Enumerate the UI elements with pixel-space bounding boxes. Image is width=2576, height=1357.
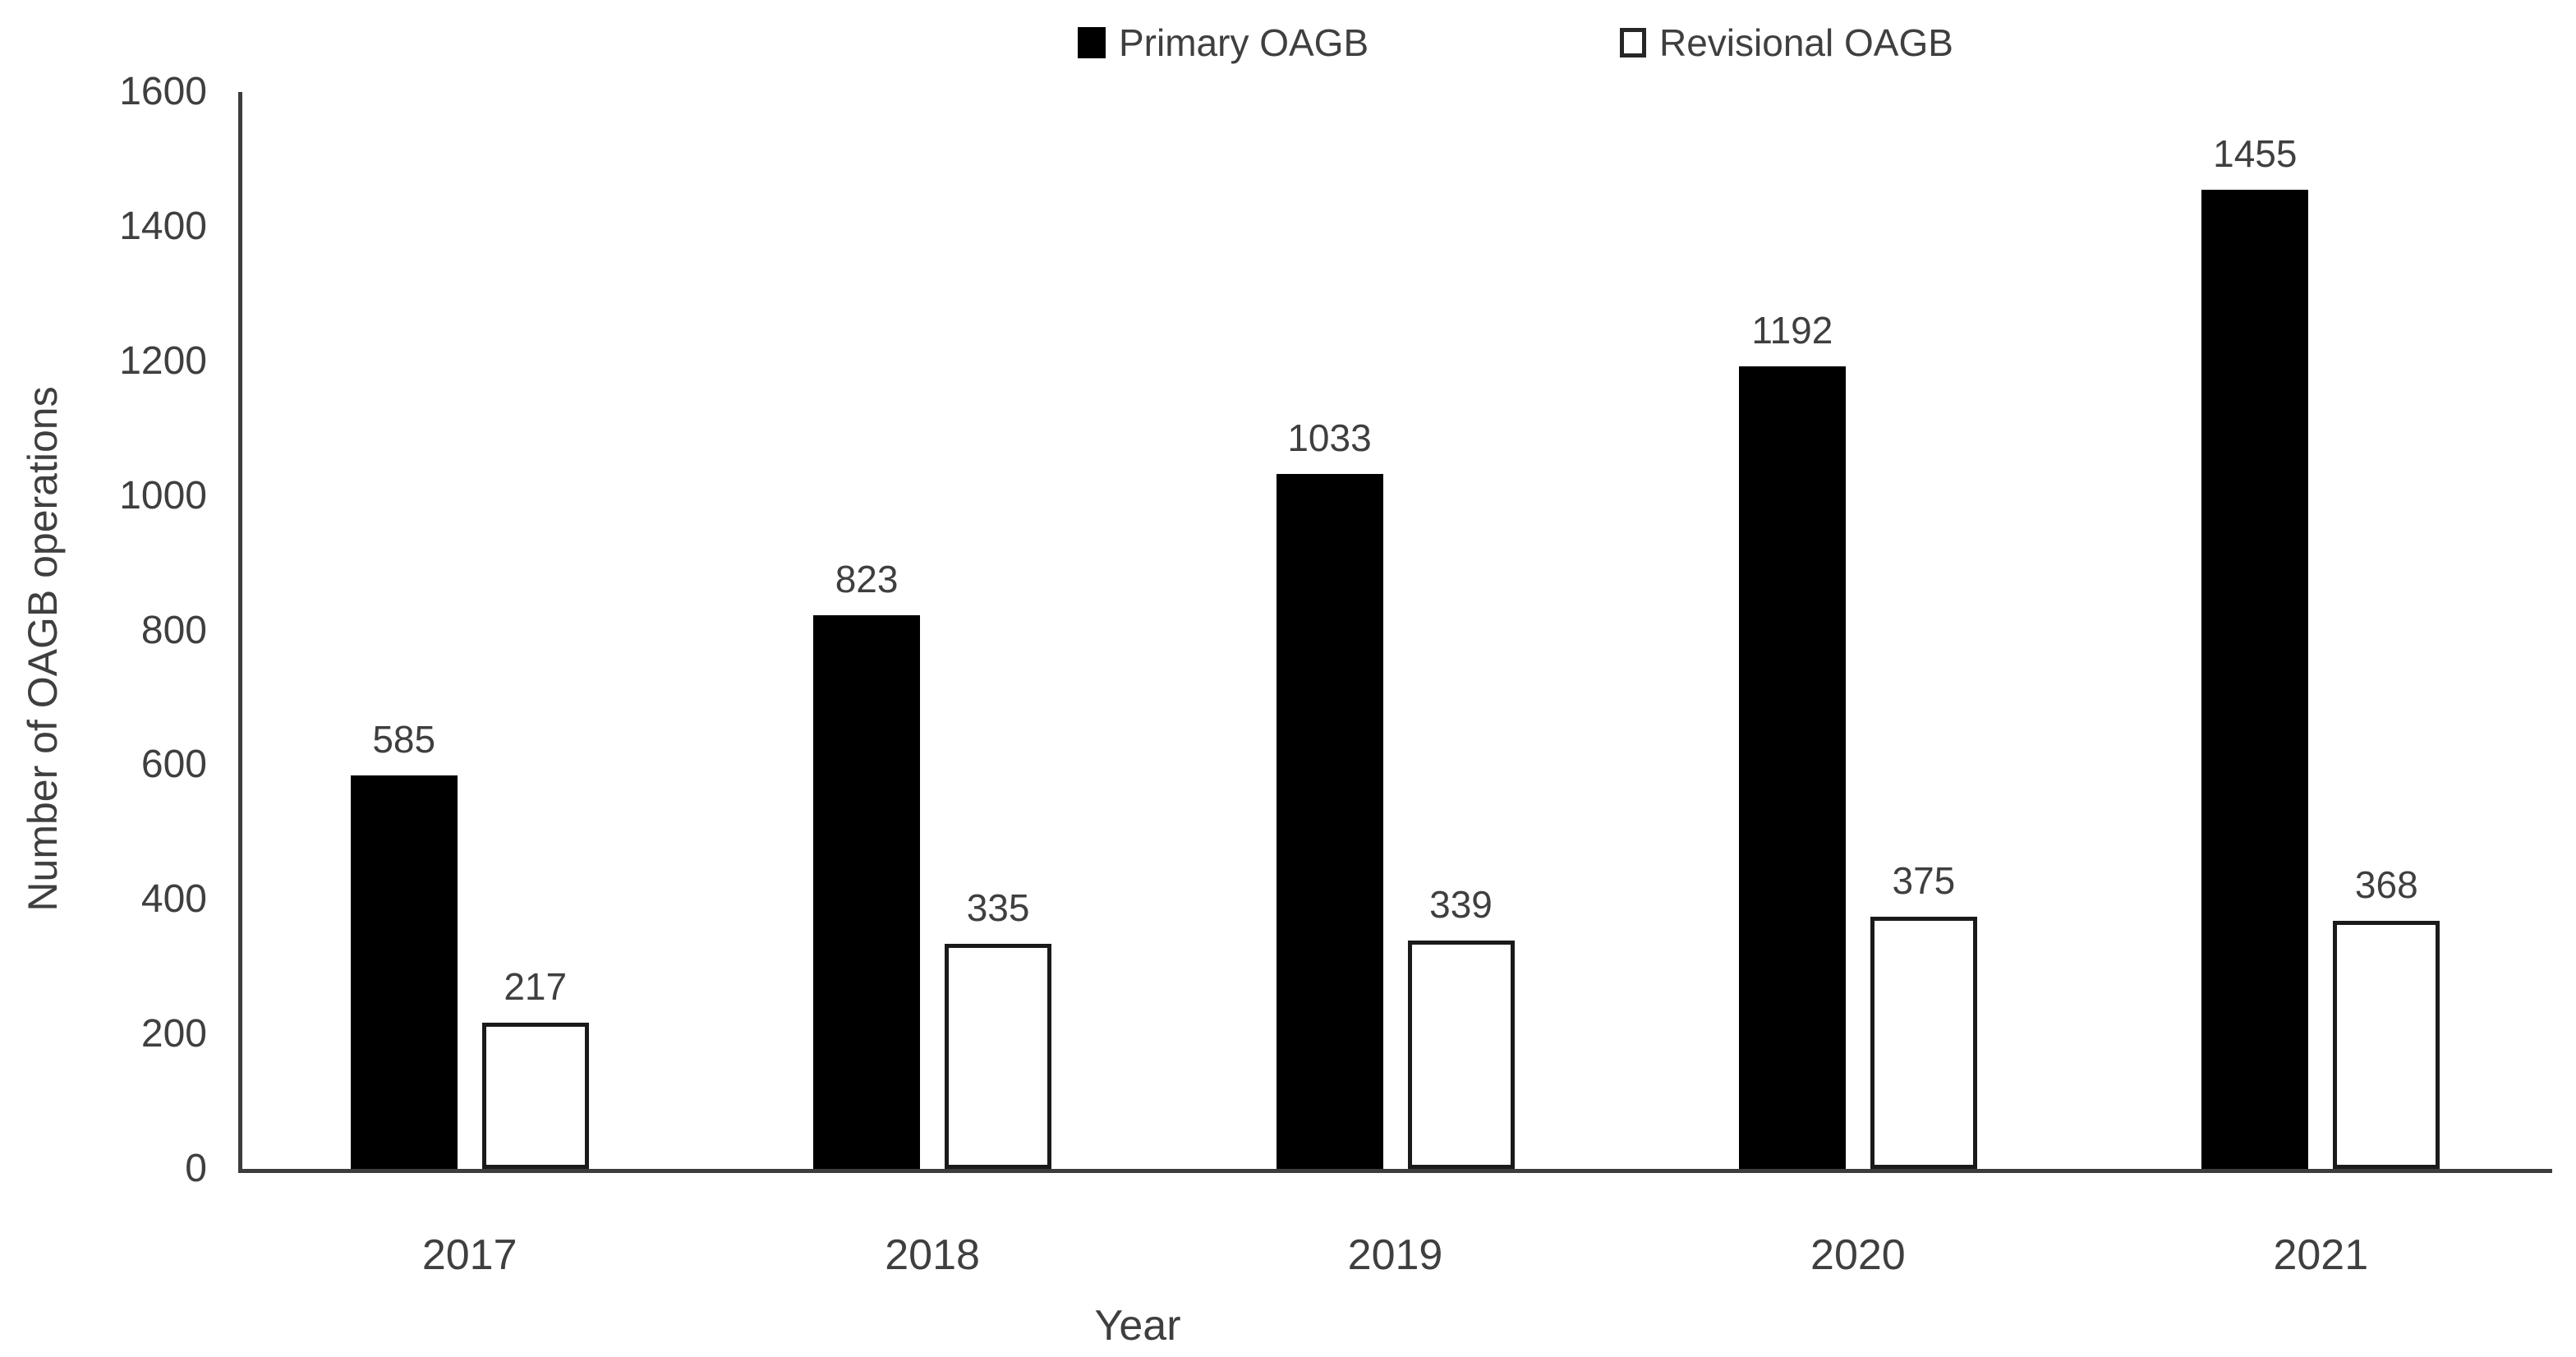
y-tick-label-0: 0 xyxy=(185,1147,207,1190)
bar-revisional-2018 xyxy=(945,944,1052,1169)
bar-value-label-primary-2021: 1455 xyxy=(2213,132,2298,175)
x-tick-label-2019: 2019 xyxy=(1347,1231,1443,1279)
bar-primary-2020 xyxy=(1738,366,1846,1169)
bar-value-label-primary-2017: 585 xyxy=(372,718,436,761)
x-tick-label-2018: 2018 xyxy=(885,1231,980,1279)
legend-item-primary: Primary OAGB xyxy=(1078,21,1369,64)
y-tick-label-1200: 1200 xyxy=(119,338,207,383)
legend-marker-hollow-square-icon xyxy=(1620,28,1646,58)
bar-primary-2018 xyxy=(813,615,921,1169)
bar-revisional-2020 xyxy=(1870,917,1977,1169)
bar-primary-2019 xyxy=(1276,474,1383,1169)
bar-value-label-primary-2020: 1192 xyxy=(1751,309,1833,352)
bar-value-label-revisional-2017: 217 xyxy=(504,965,568,1008)
bar-primary-2017 xyxy=(350,775,458,1169)
y-axis-line xyxy=(238,92,242,1173)
bar-revisional-2019 xyxy=(1407,941,1515,1169)
x-tick-label-2020: 2020 xyxy=(1810,1231,1906,1279)
x-tick-label-2017: 2017 xyxy=(421,1231,518,1279)
x-axis-line xyxy=(238,1169,2552,1173)
bar-value-label-revisional-2021: 368 xyxy=(2354,863,2418,906)
legend-label: Revisional OAGB xyxy=(1659,21,1953,64)
y-tick-label-400: 400 xyxy=(140,877,207,922)
bar-primary-2021 xyxy=(2201,190,2309,1169)
y-tick-label-1400: 1400 xyxy=(119,204,207,248)
y-tick-label-800: 800 xyxy=(140,608,207,652)
bar-value-label-revisional-2020: 375 xyxy=(1892,859,1956,902)
y-tick-label-600: 600 xyxy=(140,743,207,787)
legend-item-revisional: Revisional OAGB xyxy=(1620,21,1953,64)
bar-value-label-primary-2018: 823 xyxy=(835,558,899,600)
bar-value-label-revisional-2019: 339 xyxy=(1429,883,1493,926)
y-tick-label-1600: 1600 xyxy=(119,70,207,113)
x-tick-label-2021: 2021 xyxy=(2273,1231,2369,1279)
y-tick-label-200: 200 xyxy=(140,1012,207,1056)
bar-value-label-revisional-2018: 335 xyxy=(966,886,1030,929)
bar-revisional-2017 xyxy=(481,1023,589,1169)
y-tick-label-1000: 1000 xyxy=(119,473,207,518)
bar-value-label-primary-2019: 1033 xyxy=(1287,416,1372,459)
x-axis-title: Year xyxy=(1094,1302,1181,1350)
legend-marker-filled-square-icon xyxy=(1078,27,1106,58)
bar-revisional-2021 xyxy=(2333,921,2440,1169)
legend-label: Primary OAGB xyxy=(1119,21,1369,64)
